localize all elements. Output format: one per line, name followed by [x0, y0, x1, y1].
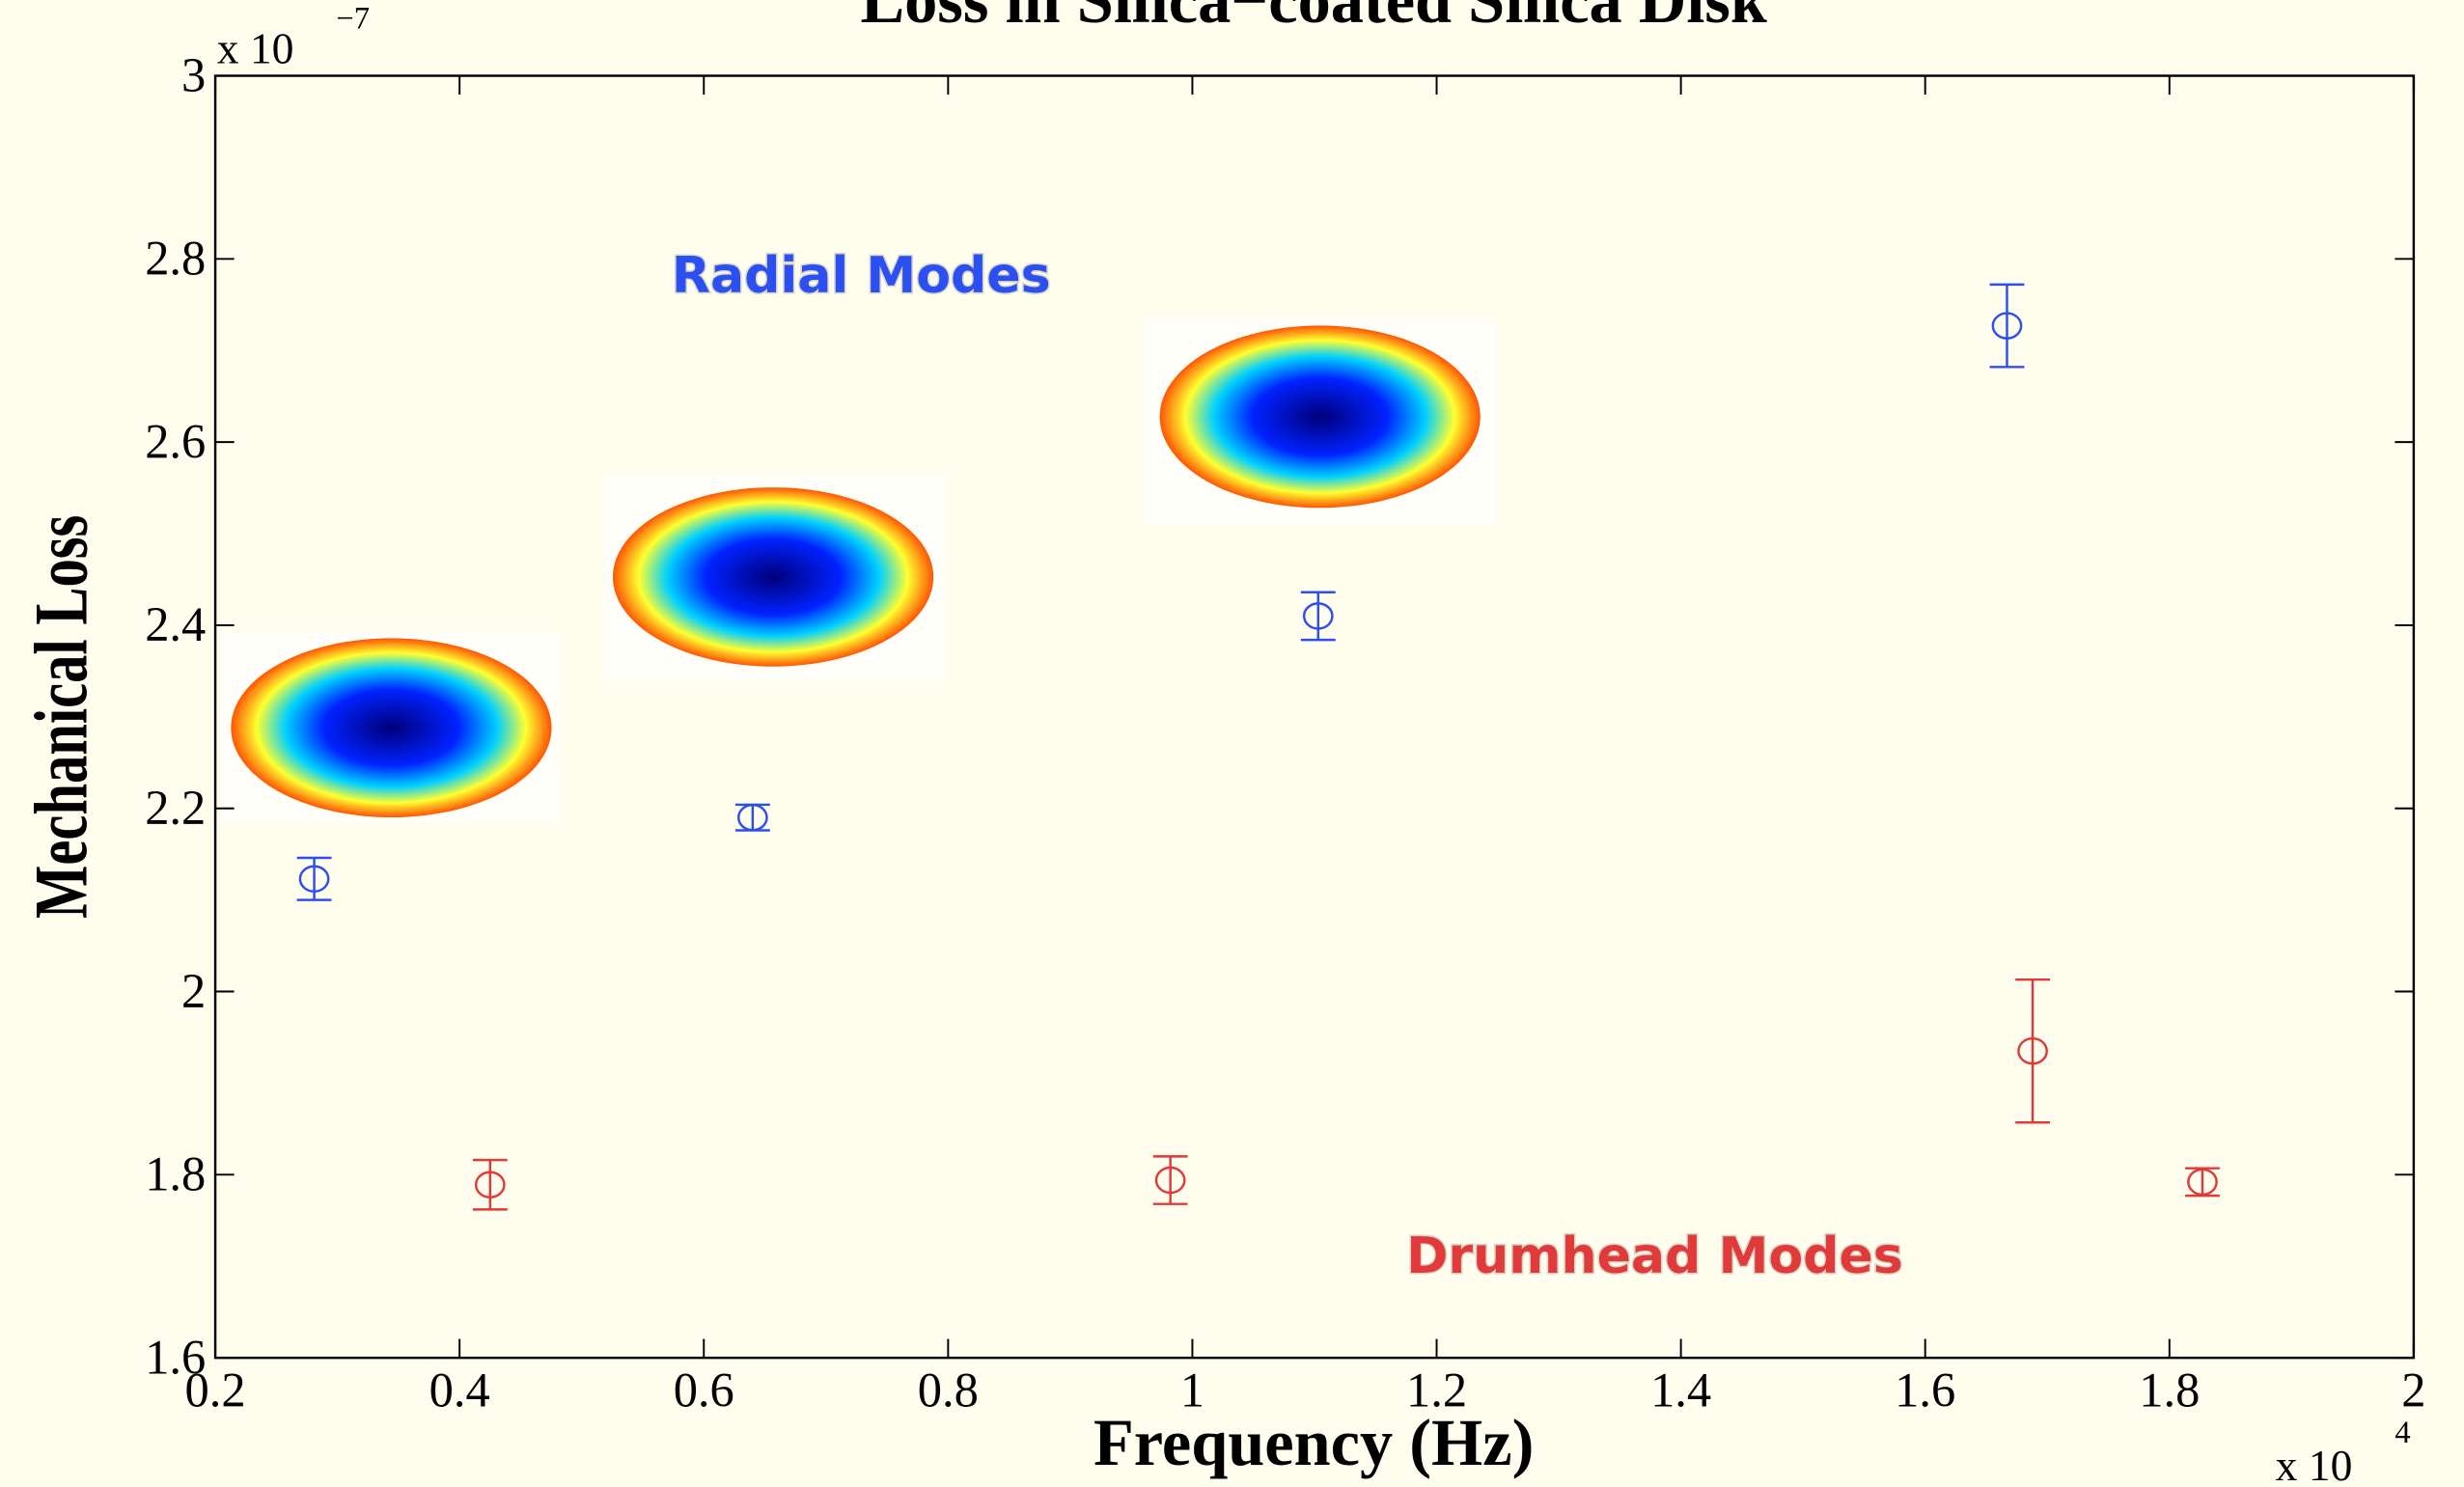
- data-point: [298, 865, 330, 894]
- plot-area: [215, 75, 2414, 1359]
- y-exponent: −7: [336, 2, 370, 37]
- x-tick-label: 0.6: [674, 1363, 734, 1418]
- y-tick-label: 1.6: [145, 1330, 206, 1384]
- data-point: [474, 1170, 506, 1199]
- x-tick-label: 1.2: [1406, 1363, 1467, 1418]
- y-tick-label: 2: [181, 964, 206, 1018]
- y-multiplier: x 10: [217, 23, 294, 72]
- x-tick-label: 2: [2401, 1363, 2425, 1418]
- chart-title: Loss in Silica−coated Silica Disk: [860, 0, 1766, 37]
- x-axis-label: Frequency (Hz): [1094, 1406, 1534, 1479]
- mode-shape-2: [603, 475, 947, 681]
- mode-shape-3: [1144, 317, 1497, 526]
- plot-frame: [213, 74, 2416, 1360]
- y-axis-label: Mechanical Loss: [18, 515, 102, 919]
- x-tick-label: 0.8: [918, 1363, 979, 1418]
- x-tick-label: 1.6: [1895, 1363, 1955, 1418]
- data-point: [1302, 602, 1334, 630]
- y-tick-label: 2.4: [145, 597, 206, 651]
- x-tick-label: 1.8: [2139, 1363, 2200, 1418]
- x-tick-label: 0.2: [185, 1363, 246, 1418]
- y-tick-label: 2.2: [145, 781, 206, 835]
- x-tick-label: 0.4: [429, 1363, 490, 1418]
- data-point: [1154, 1166, 1186, 1195]
- x-tick-label: 1: [1180, 1363, 1204, 1418]
- series-annotation: Drumhead Modes: [1406, 1227, 1903, 1285]
- data-point: [2187, 1168, 2218, 1197]
- x-tick-label: 1.4: [1650, 1363, 1711, 1418]
- y-tick-label: 2.8: [145, 232, 206, 286]
- y-tick-label: 2.6: [145, 414, 206, 468]
- y-tick-label: 3: [181, 48, 206, 102]
- y-tick-label: 1.8: [145, 1147, 206, 1201]
- data-point: [736, 803, 768, 832]
- x-multiplier: x 10: [2276, 1441, 2353, 1487]
- data-point: [1991, 312, 2023, 340]
- x-exponent: 4: [2395, 1416, 2410, 1450]
- mode-shape-1: [219, 631, 560, 824]
- data-point: [2017, 1036, 2048, 1065]
- series-annotation: Radial Modes: [672, 247, 1051, 305]
